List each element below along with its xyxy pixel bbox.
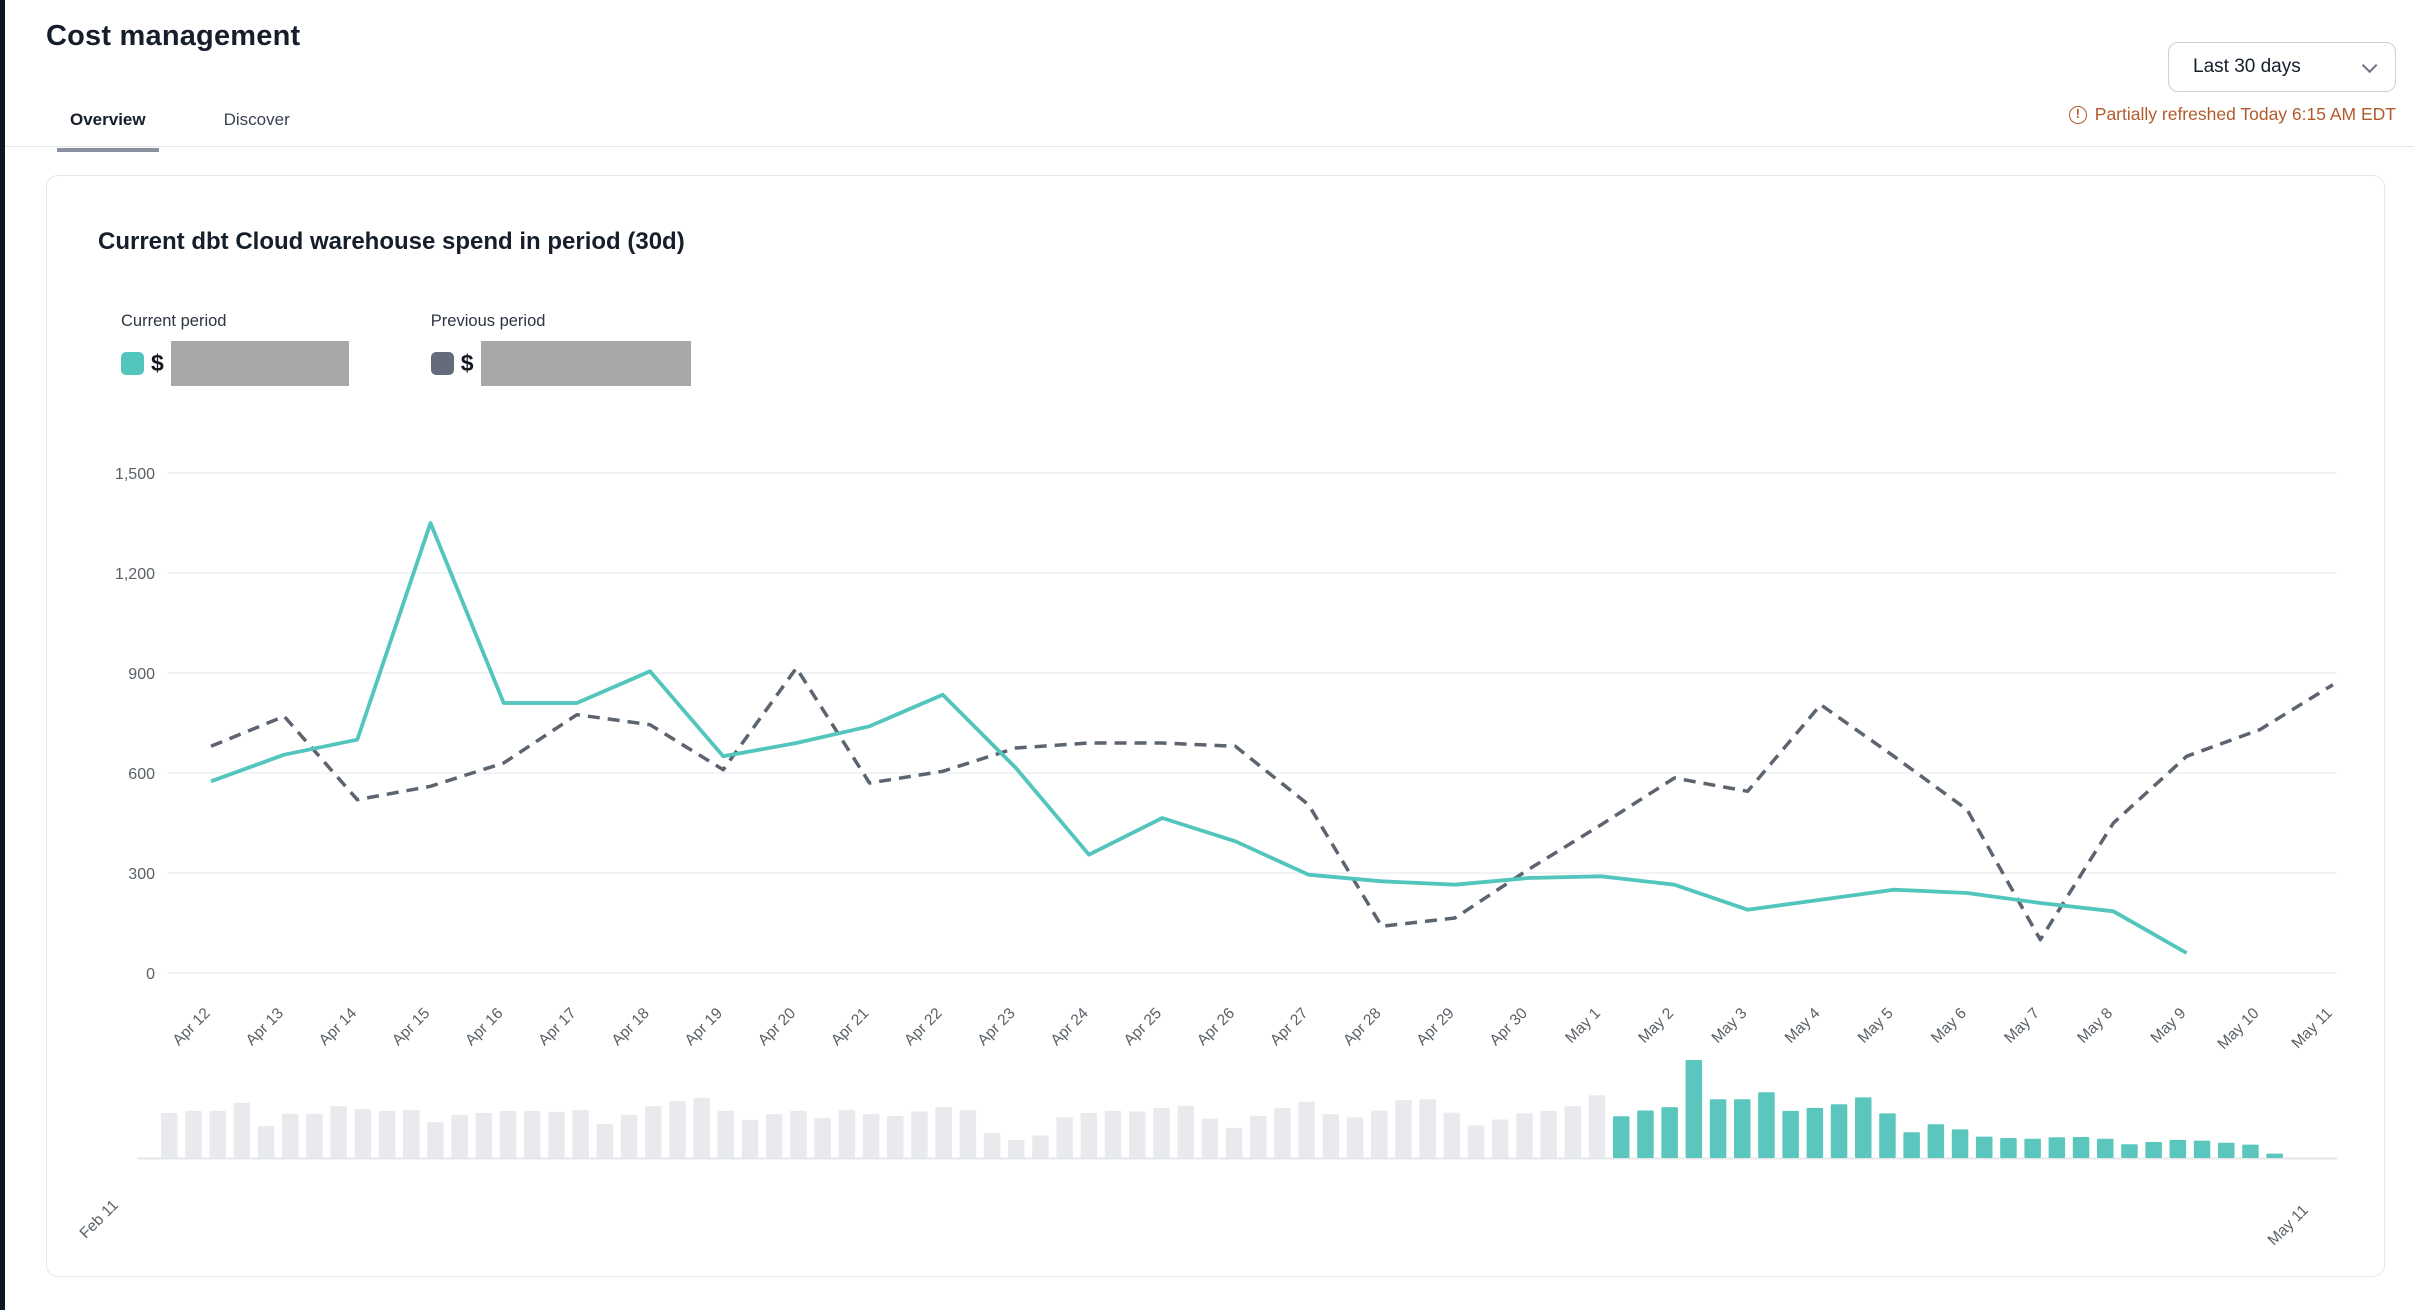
- previous-value-redacted: [480, 341, 691, 386]
- date-range-value: Last 30 days: [2193, 56, 2301, 77]
- legend-previous-period: Previous period $: [430, 312, 691, 386]
- current-value-redacted: [170, 341, 349, 386]
- tab-discover[interactable]: Discover: [223, 110, 290, 129]
- legend-current-period: Current period $: [121, 312, 349, 386]
- svg-text:1,500: 1,500: [115, 466, 155, 483]
- chart-title: Current dbt Cloud warehouse spend in per…: [98, 228, 685, 255]
- range-selector-mini-chart[interactable]: Feb 11 May 11: [47, 176, 2386, 1278]
- legend-previous-swatch: [430, 352, 454, 375]
- svg-text:May 11: May 11: [2265, 1202, 2312, 1249]
- currency-symbol: $: [460, 350, 474, 376]
- date-range-dropdown[interactable]: Last 30 days: [2168, 42, 2396, 92]
- legend-current-label: Current period: [121, 312, 227, 330]
- alert-circle-icon: !: [2068, 105, 2087, 124]
- chart-legend: Current period $ Previous period $: [121, 312, 691, 386]
- currency-symbol: $: [151, 350, 164, 376]
- legend-previous-label: Previous period: [430, 312, 546, 330]
- spend-chart-card: Current dbt Cloud warehouse spend in per…: [46, 175, 2385, 1277]
- tab-overview[interactable]: Overview: [57, 104, 159, 152]
- chevron-down-icon: [2361, 57, 2378, 73]
- svg-text:300: 300: [128, 866, 155, 883]
- page-title: Cost management: [46, 20, 301, 52]
- refresh-status-text: Partially refreshed Today 6:15 AM EDT: [2094, 104, 2396, 124]
- svg-text:600: 600: [128, 766, 155, 783]
- tab-bar: Overview Discover: [57, 104, 303, 152]
- sidebar-edge: [0, 0, 5, 1310]
- svg-text:Feb 11: Feb 11: [76, 1197, 121, 1242]
- legend-current-swatch: [121, 352, 144, 375]
- tabs-divider: [5, 146, 2414, 147]
- svg-text:1,200: 1,200: [115, 566, 155, 583]
- svg-text:900: 900: [128, 666, 155, 683]
- refresh-status: ! Partially refreshed Today 6:15 AM EDT: [2068, 104, 2396, 125]
- svg-text:0: 0: [146, 966, 155, 983]
